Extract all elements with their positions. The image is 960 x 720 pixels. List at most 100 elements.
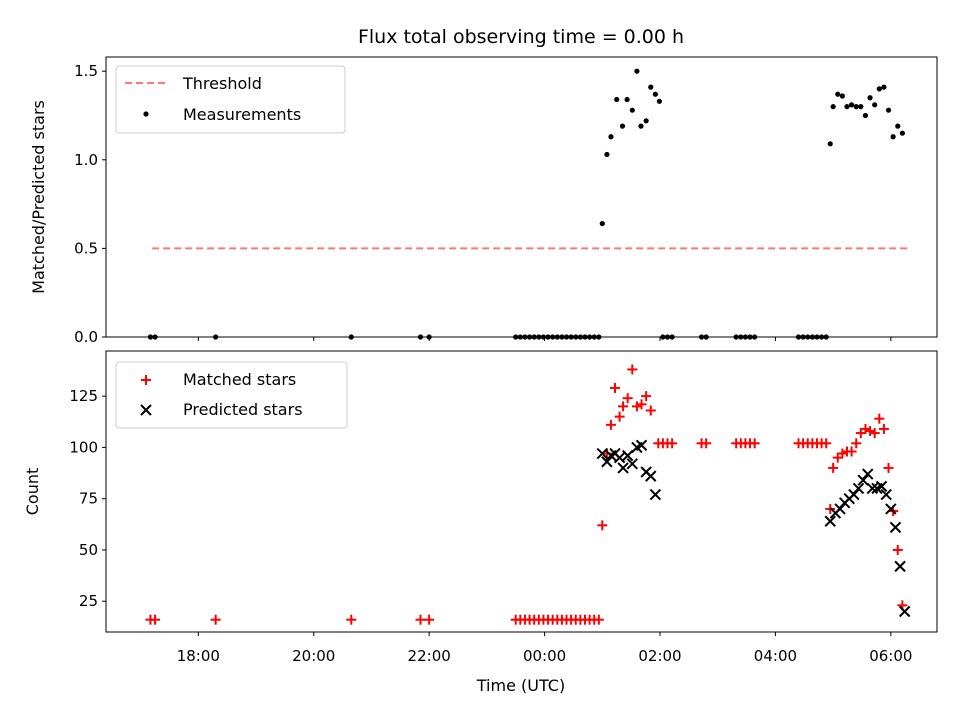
- matched-star-point: [210, 614, 221, 625]
- matched-star-point: [828, 462, 839, 473]
- measurement-point: [814, 334, 820, 340]
- legend-predicted-label: Predicted stars: [183, 400, 303, 419]
- y-tick-label: 0.0: [74, 328, 98, 346]
- measurement-point: [604, 151, 610, 158]
- x-stroke-2: [596, 447, 608, 460]
- predicted-star-point: [635, 439, 648, 452]
- matched-star-point: [641, 391, 652, 402]
- legend-box: [115, 65, 346, 134]
- x-tick-label: 04:00: [754, 647, 797, 665]
- measurement-point: [513, 334, 519, 340]
- predicted-star-point: [645, 470, 657, 482]
- matched-star-point: [415, 614, 426, 625]
- matched-star-point: [150, 614, 161, 625]
- y-tick-label: 0.5: [74, 239, 98, 257]
- predicted-star-point: [889, 521, 902, 534]
- matched-star-point: [645, 405, 656, 416]
- measurement-point: [614, 96, 620, 103]
- measurement-point: [795, 334, 802, 340]
- measurement-point: [733, 334, 739, 340]
- measurement-point: [698, 334, 705, 340]
- x-stroke-2: [613, 451, 626, 464]
- measurement-point: [844, 104, 850, 110]
- predicted-star-point: [621, 449, 634, 462]
- matched-star-point: [837, 448, 848, 459]
- x-tick-label: 20:00: [292, 647, 335, 665]
- predicted-star-point: [880, 488, 892, 501]
- measurement-point: [648, 84, 654, 90]
- measurement-point: [742, 334, 749, 340]
- measurement-point: [348, 334, 354, 340]
- matched-star-point: [346, 614, 357, 625]
- x-stroke-2: [885, 503, 897, 515]
- plot-frame: [105, 350, 938, 633]
- measurement-point: [876, 86, 882, 92]
- measurement-point: [752, 334, 758, 340]
- legend-measurements-label: Measurements: [183, 105, 301, 124]
- measurement-point: [703, 334, 709, 340]
- measurement-point: [643, 118, 649, 124]
- measurement-point: [426, 334, 432, 340]
- measurement-point: [839, 93, 845, 99]
- matched-star-point: [605, 419, 616, 430]
- y-tick-label: 125: [69, 387, 98, 405]
- measurement-point: [885, 107, 892, 113]
- measurement-point: [545, 334, 551, 340]
- measurement-point: [526, 334, 533, 340]
- x-tick-label: 06:00: [869, 647, 912, 665]
- x-stroke-2: [645, 470, 657, 482]
- predicted-star-point: [613, 451, 626, 464]
- measurement-point: [536, 334, 542, 340]
- measurement-point: [586, 334, 593, 340]
- measurement-point: [858, 104, 864, 110]
- matched-star-point: [667, 438, 678, 449]
- matched-star-point: [821, 438, 832, 449]
- x-stroke-2: [824, 515, 836, 527]
- y-axis-label: Matched/Predicted stars: [29, 100, 48, 294]
- legend: Threshold Measurements: [115, 65, 346, 134]
- measurement-point: [899, 130, 905, 136]
- measurement-point: [629, 107, 635, 113]
- measurement-point: [872, 102, 878, 108]
- y-tick-label: 75: [79, 490, 98, 508]
- matched-star-point: [618, 401, 629, 412]
- measurement-point: [634, 68, 640, 74]
- x-stroke-2: [852, 482, 865, 495]
- x-stroke-2: [649, 488, 662, 501]
- ratio-panel: 0.0 0.5 1.0 1.5 Matched/Predicted stars Thres…: [29, 56, 938, 346]
- measurement-point: [522, 334, 528, 340]
- measurement-point: [660, 334, 666, 340]
- x-stroke-2: [880, 488, 892, 501]
- measurement-point: [805, 334, 811, 340]
- x-stroke-2: [898, 605, 911, 618]
- measurement-point: [862, 112, 869, 119]
- measurement-point: [213, 334, 219, 340]
- x-stroke-2: [875, 480, 888, 493]
- x-axis-label: Time (UTC): [476, 676, 565, 695]
- y-tick-label: 50: [79, 541, 98, 559]
- predicted-star-point: [848, 488, 860, 501]
- measurement-point: [596, 334, 602, 340]
- measurement-point: [147, 334, 154, 340]
- x-stroke-2: [635, 439, 648, 452]
- predicted-star-point: [898, 605, 911, 618]
- matched-star-point: [597, 520, 608, 531]
- x-stroke-2: [857, 474, 869, 486]
- measurement-point: [417, 334, 424, 340]
- x-tick-label: 22:00: [408, 647, 451, 665]
- predicted-star-point: [862, 468, 874, 480]
- measurement-point: [823, 334, 829, 340]
- matched-star-point: [622, 393, 633, 404]
- x-stroke-2: [866, 482, 879, 495]
- measurement-point: [738, 334, 744, 340]
- measurement-point: [624, 96, 630, 103]
- y-tick-label: 100: [69, 438, 98, 456]
- measurement-point: [591, 334, 597, 340]
- measurement-point: [554, 334, 560, 340]
- matched-star-point: [636, 399, 647, 410]
- measurement-point: [890, 134, 896, 140]
- matched-star-point: [878, 423, 889, 434]
- y-tick-label: 1.0: [74, 151, 98, 169]
- y-tick-label: 25: [79, 592, 98, 610]
